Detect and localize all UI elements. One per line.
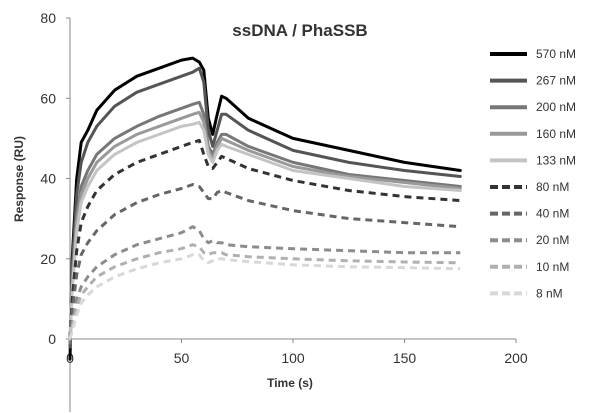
legend-label-5: 80 nM [536, 180, 569, 194]
x-tick-label: 150 [393, 350, 417, 366]
y-tick-label: 20 [40, 251, 56, 267]
x-tick-label: 50 [174, 350, 190, 366]
y-axis-ticks: 0 20 40 60 80 [40, 10, 70, 347]
legend: 570 nM 267 nM 200 nM 160 nM 133 nM 80 nM 40 nM… [490, 47, 576, 300]
x-axis-title: Time (s) [267, 376, 313, 390]
series-line-8 [68, 243, 461, 340]
legend-label-2: 200 nM [536, 100, 576, 114]
x-axis-ticks: 0 50 100 150 200 [66, 339, 528, 366]
x-tick-label: 100 [281, 350, 305, 366]
series-line-4 [68, 120, 462, 341]
series-line-0 [68, 56, 462, 361]
plot-series [68, 56, 462, 361]
legend-label-4: 133 nM [536, 153, 576, 167]
y-tick-label: 60 [40, 90, 56, 106]
legend-label-6: 40 nM [536, 207, 569, 221]
series-line-5 [68, 138, 461, 340]
legend-label-1: 267 nM [536, 74, 576, 88]
series-line-6 [68, 183, 461, 340]
series-line-9 [68, 253, 461, 340]
y-tick-label: 80 [40, 10, 56, 26]
y-axis-title: Response (RU) [12, 136, 26, 222]
legend-label-8: 10 nM [536, 260, 569, 274]
series-line-1 [68, 66, 462, 349]
y-tick-label: 40 [40, 171, 56, 187]
legend-label-3: 160 nM [536, 127, 576, 141]
chart-title: ssDNA / PhaSSB [232, 21, 367, 40]
y-tick-label: 0 [48, 331, 56, 347]
series-line-7 [68, 225, 461, 340]
x-tick-label: 200 [504, 350, 528, 366]
series-line-3 [68, 110, 462, 341]
legend-label-7: 20 nM [536, 233, 569, 247]
legend-label-9: 8 nM [536, 286, 563, 300]
legend-label-0: 570 nM [536, 47, 576, 61]
series-line-2 [68, 100, 462, 345]
